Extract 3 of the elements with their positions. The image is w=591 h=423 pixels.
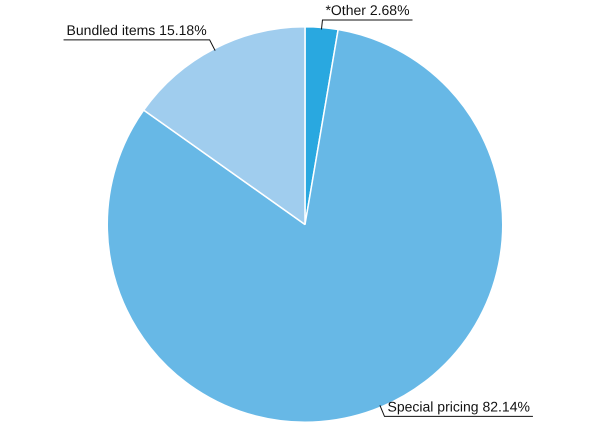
slice-label: *Other 2.68% [325, 2, 410, 18]
slice-label: Special pricing 82.14% [388, 398, 530, 414]
slice-label: Bundled items 15.18% [66, 22, 207, 38]
